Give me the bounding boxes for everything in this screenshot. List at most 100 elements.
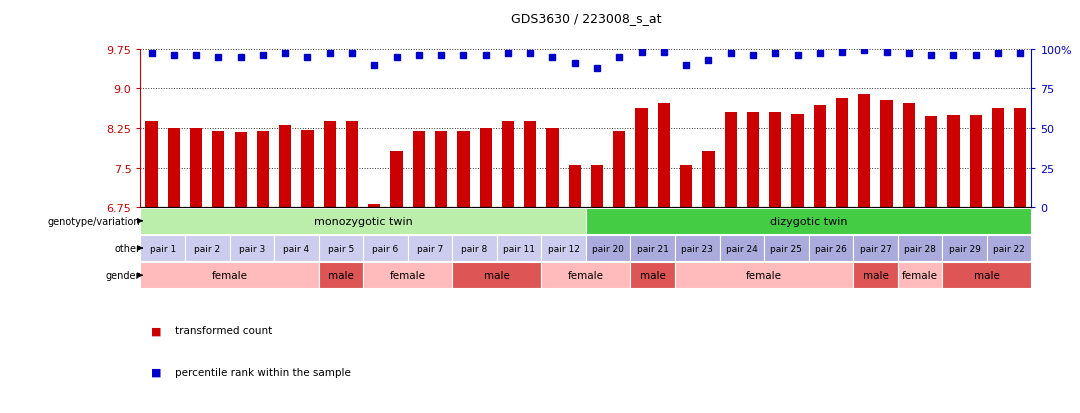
- Text: other: other: [114, 243, 140, 254]
- Text: genotype/variation: genotype/variation: [48, 216, 140, 226]
- Bar: [991, 109, 1004, 208]
- Text: female: female: [390, 271, 426, 280]
- Bar: [897, 263, 942, 289]
- Bar: [391, 151, 403, 208]
- Text: pair 12: pair 12: [548, 244, 580, 253]
- Text: monozygotic twin: monozygotic twin: [314, 216, 413, 226]
- Bar: [257, 131, 269, 208]
- Text: pair 6: pair 6: [373, 244, 399, 253]
- Bar: [769, 113, 781, 208]
- Bar: [363, 235, 408, 261]
- Text: gender: gender: [106, 271, 140, 280]
- Text: female: female: [902, 271, 939, 280]
- Text: pair 24: pair 24: [726, 244, 758, 253]
- Text: pair 3: pair 3: [239, 244, 265, 253]
- Bar: [613, 131, 625, 208]
- Bar: [453, 263, 541, 289]
- Bar: [903, 104, 915, 208]
- Bar: [792, 114, 804, 208]
- Text: pair 8: pair 8: [461, 244, 488, 253]
- Bar: [541, 235, 585, 261]
- Bar: [675, 263, 853, 289]
- Text: pair 27: pair 27: [860, 244, 891, 253]
- Bar: [658, 104, 670, 208]
- Text: percentile rank within the sample: percentile rank within the sample: [175, 367, 351, 377]
- Bar: [435, 131, 447, 208]
- Bar: [319, 263, 363, 289]
- Bar: [480, 129, 491, 208]
- Bar: [140, 263, 319, 289]
- Text: female: female: [746, 271, 782, 280]
- Bar: [585, 208, 1031, 234]
- Text: GDS3630 / 223008_s_at: GDS3630 / 223008_s_at: [511, 12, 661, 25]
- Bar: [497, 235, 541, 261]
- Text: pair 11: pair 11: [503, 244, 535, 253]
- Bar: [719, 235, 764, 261]
- Bar: [631, 235, 675, 261]
- Bar: [213, 131, 225, 208]
- Bar: [190, 129, 202, 208]
- Bar: [167, 129, 180, 208]
- Bar: [897, 235, 942, 261]
- Bar: [591, 166, 603, 208]
- Text: pair 22: pair 22: [994, 244, 1025, 253]
- Text: male: male: [974, 271, 1000, 280]
- Bar: [635, 109, 648, 208]
- Bar: [140, 208, 585, 234]
- Text: pair 1: pair 1: [149, 244, 176, 253]
- Text: ■: ■: [151, 367, 162, 377]
- Text: pair 2: pair 2: [194, 244, 220, 253]
- Bar: [407, 235, 453, 261]
- Bar: [229, 235, 274, 261]
- Bar: [747, 113, 759, 208]
- Text: pair 23: pair 23: [681, 244, 713, 253]
- Bar: [279, 126, 292, 208]
- Bar: [680, 166, 692, 208]
- Bar: [702, 151, 715, 208]
- Text: pair 29: pair 29: [948, 244, 981, 253]
- Bar: [926, 116, 937, 208]
- Bar: [324, 122, 336, 208]
- Text: male: male: [863, 271, 889, 280]
- Text: male: male: [639, 271, 665, 280]
- Bar: [346, 122, 359, 208]
- Bar: [585, 235, 631, 261]
- Bar: [947, 116, 959, 208]
- Bar: [836, 99, 848, 208]
- Bar: [853, 263, 897, 289]
- Bar: [413, 131, 424, 208]
- Bar: [569, 166, 581, 208]
- Text: male: male: [484, 271, 510, 280]
- Bar: [502, 122, 514, 208]
- Bar: [301, 130, 313, 208]
- Text: ■: ■: [151, 325, 162, 335]
- Bar: [970, 116, 982, 208]
- Bar: [987, 235, 1031, 261]
- Bar: [234, 132, 246, 208]
- Bar: [813, 106, 826, 208]
- Text: pair 7: pair 7: [417, 244, 443, 253]
- Bar: [185, 235, 229, 261]
- Bar: [319, 235, 363, 261]
- Bar: [631, 263, 675, 289]
- Bar: [880, 101, 893, 208]
- Text: pair 20: pair 20: [592, 244, 624, 253]
- Text: pair 5: pair 5: [327, 244, 354, 253]
- Bar: [274, 235, 319, 261]
- Bar: [675, 235, 719, 261]
- Bar: [546, 129, 558, 208]
- Bar: [809, 235, 853, 261]
- Text: female: female: [568, 271, 604, 280]
- Bar: [541, 263, 631, 289]
- Bar: [140, 235, 185, 261]
- Bar: [942, 235, 987, 261]
- Bar: [859, 95, 870, 208]
- Text: male: male: [328, 271, 354, 280]
- Bar: [457, 131, 470, 208]
- Text: pair 4: pair 4: [283, 244, 309, 253]
- Bar: [725, 113, 737, 208]
- Text: pair 28: pair 28: [904, 244, 936, 253]
- Bar: [146, 122, 158, 208]
- Bar: [942, 263, 1031, 289]
- Text: pair 26: pair 26: [815, 244, 847, 253]
